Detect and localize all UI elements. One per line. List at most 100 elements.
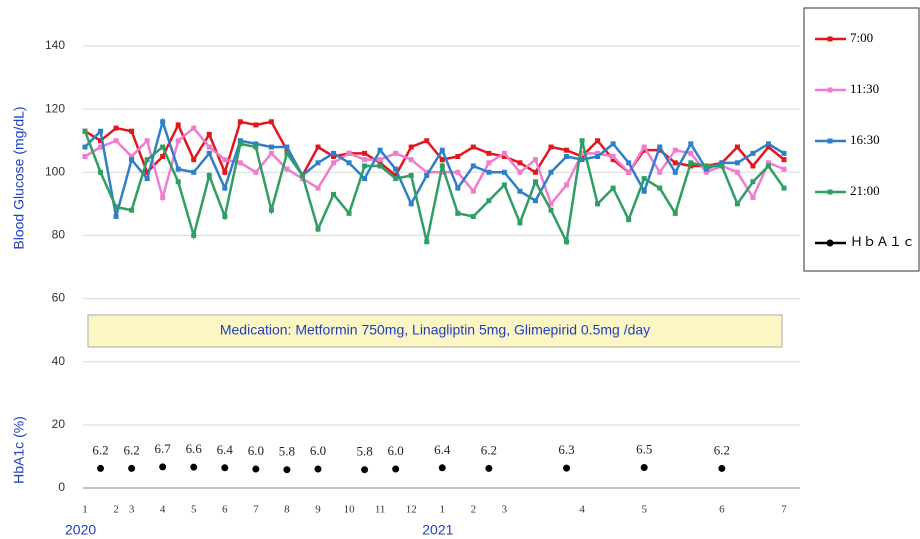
point	[346, 150, 352, 156]
point	[113, 213, 119, 219]
point	[144, 157, 150, 163]
point	[610, 185, 616, 191]
legend-label: ＨｂＡ１ｃ	[850, 234, 915, 249]
point	[129, 128, 135, 134]
point	[362, 150, 368, 156]
point	[206, 144, 212, 150]
point	[144, 169, 150, 175]
legend-label: 21:00	[850, 183, 880, 198]
point	[268, 150, 274, 156]
y-tick-label: 60	[52, 291, 66, 305]
point	[455, 210, 461, 216]
point	[98, 138, 104, 144]
series-line	[83, 130, 786, 246]
point	[563, 464, 571, 472]
point	[113, 204, 119, 210]
point	[191, 169, 197, 175]
point	[610, 154, 616, 159]
point	[579, 150, 585, 156]
legend-label: 11:30	[850, 81, 879, 96]
point	[579, 138, 585, 144]
point	[283, 466, 291, 474]
point	[222, 185, 228, 191]
value-label: 6.0	[310, 443, 326, 458]
y-tick-label: 20	[52, 417, 66, 431]
point	[393, 166, 399, 172]
point	[548, 201, 554, 207]
point	[781, 166, 787, 172]
point	[439, 157, 445, 163]
point	[765, 160, 771, 166]
point	[517, 220, 523, 226]
point	[98, 128, 104, 134]
legend-marker	[827, 189, 833, 195]
value-label: 6.4	[434, 442, 451, 457]
point	[657, 185, 663, 191]
point	[424, 239, 430, 245]
point	[237, 160, 243, 166]
point	[315, 185, 321, 191]
point	[98, 169, 104, 175]
point	[548, 169, 554, 175]
point	[377, 160, 383, 166]
value-label: 6.0	[388, 443, 404, 458]
point	[672, 169, 678, 175]
point	[253, 144, 259, 150]
point	[688, 150, 694, 156]
point	[284, 144, 290, 150]
point	[532, 198, 538, 204]
point	[299, 172, 305, 178]
point	[657, 169, 663, 175]
point	[424, 172, 430, 178]
point	[688, 160, 694, 166]
point	[346, 160, 352, 166]
point	[175, 122, 181, 128]
point	[626, 169, 632, 175]
value-label: 6.4	[217, 442, 234, 457]
x-tick-label: 7	[781, 504, 787, 516]
annotation: Medication: Metformin 750mg, Linagliptin…	[220, 322, 650, 338]
point	[160, 119, 166, 125]
point	[672, 147, 678, 153]
point	[672, 160, 678, 166]
point	[641, 188, 647, 194]
legend-label: 16:30	[850, 132, 880, 147]
point	[253, 169, 259, 175]
x-tick-label: 6	[719, 504, 725, 516]
point	[688, 141, 694, 147]
point	[315, 160, 321, 166]
series-line	[84, 117, 785, 217]
point	[750, 150, 756, 156]
y-axis-label: Blood Glucose (mg/dL)	[11, 106, 27, 249]
point	[315, 144, 321, 150]
point	[346, 210, 352, 216]
value-label: 6.7	[155, 441, 172, 456]
y-tick-label: 40	[52, 354, 66, 368]
point	[485, 464, 493, 472]
legend-marker	[827, 87, 833, 93]
point	[314, 465, 322, 473]
point	[641, 147, 647, 153]
point	[129, 154, 135, 159]
point	[129, 157, 135, 163]
point	[129, 207, 135, 213]
y-tick-label: 80	[52, 228, 66, 242]
point	[191, 157, 197, 163]
point	[595, 201, 601, 207]
point	[97, 464, 105, 472]
point	[393, 176, 399, 182]
point	[657, 144, 663, 150]
point	[595, 138, 601, 144]
year-label: 2020	[65, 522, 96, 538]
x-tick-label: 11	[375, 504, 386, 516]
legend	[803, 7, 920, 272]
legend-marker	[827, 138, 833, 144]
point	[439, 163, 445, 169]
point	[765, 141, 771, 147]
point	[377, 163, 383, 169]
x-tick-label: 10	[344, 504, 356, 516]
point	[455, 154, 461, 159]
point	[113, 138, 119, 144]
point	[175, 179, 181, 185]
point	[408, 172, 414, 178]
